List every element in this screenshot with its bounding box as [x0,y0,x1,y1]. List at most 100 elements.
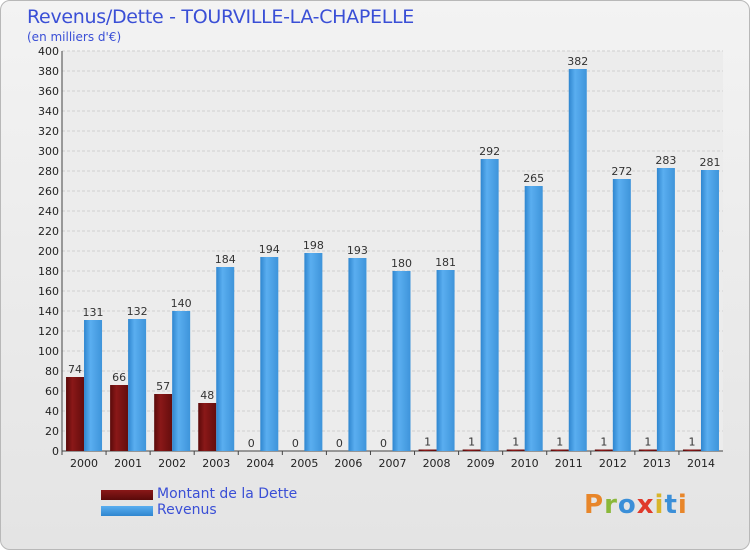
bar-dette [418,449,437,451]
bar-revenus [128,319,147,451]
y-tick-label: 60 [45,385,59,398]
y-tick-label: 80 [45,365,59,378]
bar-revenus [436,270,455,451]
y-tick-label: 40 [45,405,59,418]
data-label-revenus: 265 [523,172,544,185]
data-label-revenus: 272 [611,165,632,178]
data-label-dette: 0 [248,437,255,450]
logo-letter: x [636,490,655,520]
y-tick-label: 100 [38,345,59,358]
data-label-revenus: 132 [127,305,148,318]
data-label-dette: 74 [68,363,82,376]
bar-revenus [172,311,191,451]
bar-revenus [216,267,235,451]
legend-swatch-revenus [101,506,153,516]
chart-title: Revenus/Dette - TOURVILLE-LA-CHAPELLE [27,6,415,28]
data-label-revenus: 194 [259,243,280,256]
y-tick-label: 220 [38,225,59,238]
y-tick-label: 260 [38,185,59,198]
data-label-dette: 0 [292,437,299,450]
data-label-dette: 1 [556,436,563,449]
data-label-revenus: 198 [303,239,324,252]
logo-letter: P [584,490,605,520]
chart-subtitle: (en milliers d'€) [27,30,122,44]
data-label-dette: 1 [644,436,651,449]
bar-revenus [84,320,103,451]
x-tick-label: 2005 [290,457,318,470]
data-label-revenus: 292 [479,145,500,158]
data-label-dette: 66 [112,371,126,384]
y-tick-label: 140 [38,305,59,318]
x-tick-label: 2003 [202,457,230,470]
y-tick-label: 380 [38,65,59,78]
x-tick-label: 2011 [555,457,583,470]
data-label-revenus: 184 [215,253,236,266]
data-label-revenus: 181 [435,256,456,269]
data-label-revenus: 140 [171,297,192,310]
bar-dette [462,449,481,451]
x-tick-label: 2012 [599,457,627,470]
bar-revenus [568,69,587,451]
x-tick-label: 2010 [511,457,539,470]
bar-revenus [480,159,499,451]
legend-swatch-dette [101,490,153,500]
data-label-dette: 1 [468,436,475,449]
legend-label-revenus: Revenus [157,502,217,518]
x-tick-label: 2014 [687,457,715,470]
bar-revenus [348,258,367,451]
bar-dette [682,449,701,451]
data-label-dette: 1 [688,436,695,449]
y-tick-label: 160 [38,285,59,298]
y-tick-label: 300 [38,145,59,158]
data-label-dette: 0 [380,437,387,450]
y-tick-label: 120 [38,325,59,338]
bar-dette [198,403,217,451]
data-label-revenus: 281 [699,156,720,169]
data-label-dette: 1 [512,436,519,449]
data-label-dette: 0 [336,437,343,450]
x-tick-label: 2004 [246,457,274,470]
data-label-revenus: 382 [567,55,588,68]
x-tick-label: 2000 [70,457,98,470]
y-tick-label: 20 [45,425,59,438]
bar-dette [66,377,85,451]
y-tick-label: 200 [38,245,59,258]
bar-dette [154,394,173,451]
y-tick-label: 320 [38,125,59,138]
x-tick-label: 2002 [158,457,186,470]
bar-revenus [612,179,631,451]
bar-revenus [260,257,279,451]
data-label-revenus: 180 [391,257,412,270]
bar-dette [638,449,657,451]
y-tick-label: 340 [38,105,59,118]
data-label-dette: 1 [600,436,607,449]
x-tick-label: 2008 [423,457,451,470]
data-label-revenus: 193 [347,244,368,257]
y-tick-label: 280 [38,165,59,178]
bar-dette [594,449,613,451]
bar-dette [550,449,569,451]
y-tick-label: 180 [38,265,59,278]
data-label-dette: 1 [424,436,431,449]
x-tick-label: 2006 [334,457,362,470]
logo-letter: r [604,490,618,520]
x-tick-label: 2009 [467,457,495,470]
bar-revenus [392,271,411,451]
data-label-dette: 48 [200,389,214,402]
x-tick-label: 2001 [114,457,142,470]
bar-revenus [656,168,675,451]
bar-revenus [304,253,323,451]
proxiti-logo: Proxiti [584,490,688,520]
y-tick-label: 360 [38,85,59,98]
data-label-revenus: 131 [83,306,104,319]
data-label-revenus: 283 [655,154,676,167]
bar-revenus [524,186,543,451]
logo-letter: i [654,490,665,520]
y-tick-label: 400 [38,45,59,58]
bar-revenus [700,170,719,451]
y-tick-label: 240 [38,205,59,218]
logo-letter: o [617,490,637,520]
bar-dette [506,449,525,451]
